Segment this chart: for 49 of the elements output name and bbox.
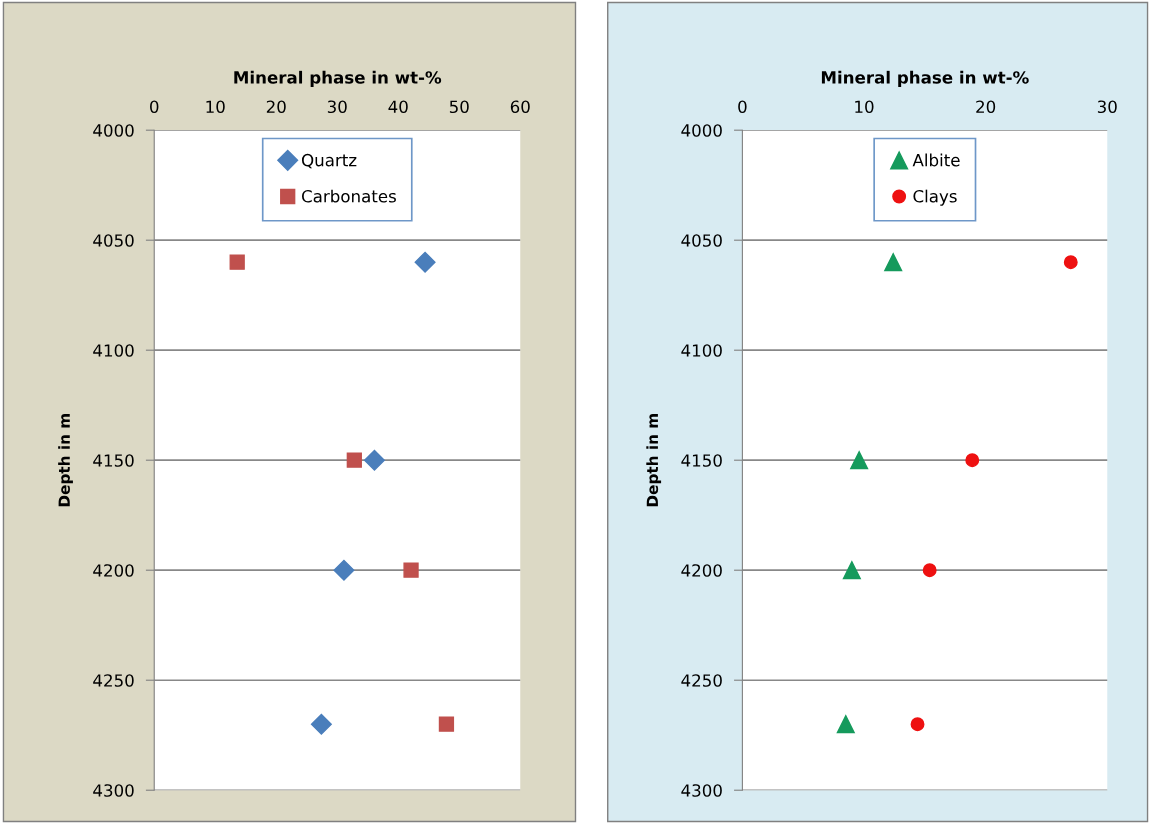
point (842, 561, 861, 580)
point (333, 559, 355, 581)
y-tick-label: 4200 (681, 564, 722, 577)
y-tick-label: 4050 (681, 234, 722, 247)
y-tick-label: 4000 (93, 124, 134, 137)
point (414, 251, 436, 273)
y-tick-label: 4300 (93, 784, 134, 797)
point (229, 254, 245, 270)
point (922, 563, 937, 578)
x-tick-label: 0 (738, 100, 747, 114)
x-tick-label: 0 (150, 100, 159, 114)
legend-label: Albite (912, 153, 960, 167)
point (910, 717, 925, 732)
x-tick-label: 30 (1097, 100, 1117, 114)
y-tick-label: 4100 (681, 344, 722, 357)
point (850, 451, 869, 470)
y-tick-label: 4200 (93, 564, 134, 577)
x-axis-title: Mineral phase in wt-% (234, 70, 442, 87)
point (965, 453, 980, 468)
x-tick-label: 60 (510, 100, 530, 114)
x-tick-label: 30 (327, 100, 347, 114)
legend-label: Quartz (301, 153, 357, 169)
y-tick-label: 4050 (93, 234, 134, 247)
x-tick-label: 10 (206, 100, 225, 114)
point (836, 715, 855, 734)
point (403, 562, 419, 578)
y-tick-label: 4150 (93, 454, 134, 467)
y-tick-label: 4000 (681, 124, 722, 137)
y-tick-label: 4100 (93, 344, 134, 357)
y-axis-title: Depth in m (646, 414, 662, 507)
y-tick-label: 4150 (681, 454, 722, 467)
x-tick-label: 10 (855, 100, 874, 114)
y-tick-label: 4300 (681, 784, 722, 797)
y-axis-title: Depth in m (58, 414, 73, 507)
point (363, 449, 385, 471)
x-tick-label: 20 (266, 100, 286, 114)
y-tick-label: 4250 (681, 674, 722, 687)
x-tick-label: 50 (449, 100, 469, 114)
point (310, 713, 332, 735)
point (438, 716, 455, 732)
point (884, 253, 903, 272)
point (346, 452, 362, 468)
y-tick-label: 4250 (93, 674, 134, 687)
x-tick-label: 20 (976, 100, 996, 114)
x-tick-label: 40 (388, 100, 408, 114)
point (1063, 255, 1078, 270)
legend-label: Clays (913, 189, 957, 206)
x-axis-title: Mineral phase in wt-% (821, 70, 1029, 87)
legend-label: Carbonates (301, 189, 396, 203)
